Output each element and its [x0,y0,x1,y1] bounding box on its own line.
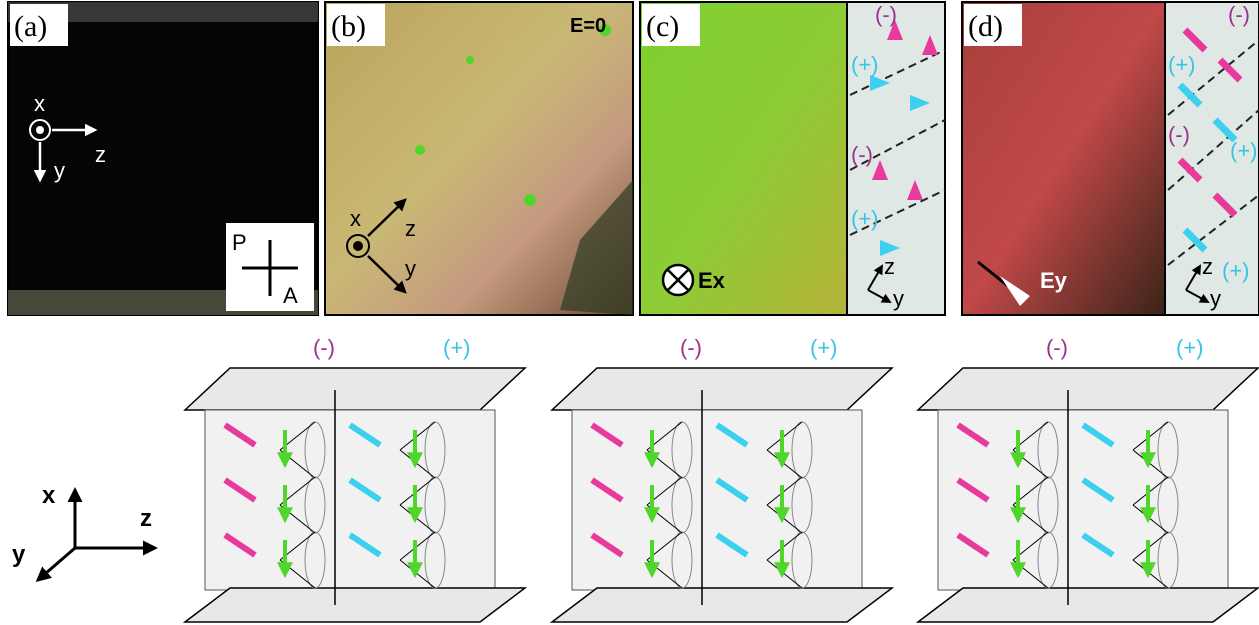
panel-label: (b) [331,10,366,43]
panel-label: (c) [646,10,679,43]
axis-label: z [1202,254,1213,279]
panel-label: (a) [14,10,47,43]
bottom-plate [918,588,1258,622]
panel-c: (c) Ex (-) (+) (-) (+) z y [640,2,945,315]
bottom-plate [552,588,892,622]
axis-label: z [95,142,106,167]
axis-label: y [893,286,904,311]
axis-label: z [884,254,895,279]
back-wall [938,410,1228,590]
back-wall [205,410,495,590]
domain-label: (+) [810,335,838,360]
domain-label: (+) [1168,52,1196,77]
top-plate [552,368,892,410]
field-label: E=0 [570,15,606,37]
domain-label: (+) [443,335,471,360]
domain-label: (-) [1046,335,1068,360]
axis-label: x [42,482,56,509]
cell-diagram: (-) (+) [552,335,892,622]
domain-label: (+) [851,206,879,231]
axis-label: y [1210,286,1221,311]
domain-label: (-) [1168,122,1190,147]
domain-label: (-) [851,142,873,167]
cell-diagram: (-) (+) [918,335,1258,622]
axis-label: x [34,91,45,116]
coordinate-axes: x z y [12,482,155,580]
top-plate [185,368,525,410]
domain-label: (+) [1222,258,1250,283]
field-label: Ex [698,268,726,293]
axis-label: y [405,256,416,281]
domain-label: (-) [313,335,335,360]
axis-label: x [350,206,361,231]
top-plate [918,368,1258,410]
panel-d: (d) Ey (-) (+) (-) (+) (+) z y [962,2,1259,315]
domain-label: (-) [1228,2,1250,27]
figure: (a) x z y P A (b) E=0 x z y (c) Ex (-) (… [0,0,1259,625]
domain-label: (-) [680,335,702,360]
axis-label: y [54,158,65,183]
cell-diagram: (-) (+) [185,335,525,622]
axis-label: y [12,541,26,568]
analyzer-label: A [283,283,298,308]
field-label: Ey [1040,268,1068,293]
domain-label: (+) [851,52,879,77]
diagrams: (-) (+) (-) (+) (-) (+) [185,335,1258,622]
panel-label: (d) [968,10,1003,43]
panel-a: (a) x z y P A [8,2,318,315]
axis-label: z [140,505,152,532]
domain-label: (+) [1176,335,1204,360]
panel-b: (b) E=0 x z y [325,2,633,315]
back-wall [572,410,862,590]
bottom-plate [185,588,525,622]
domain-label: (-) [875,2,897,27]
axis-label: z [405,216,416,241]
polarizer-label: P [232,230,247,255]
domain-label: (+) [1230,138,1258,163]
